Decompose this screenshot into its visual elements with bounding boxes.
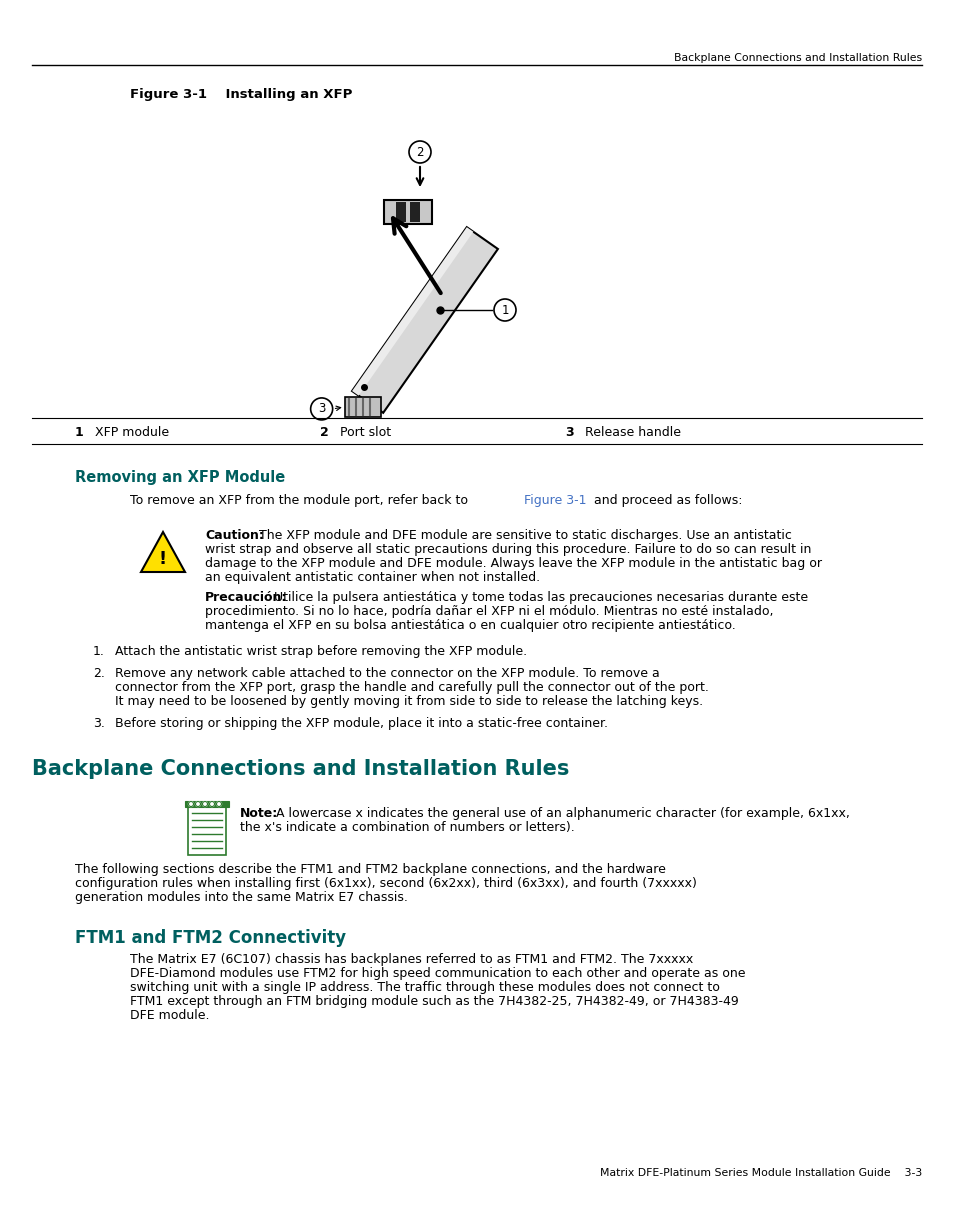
Circle shape xyxy=(210,802,214,807)
Text: DFE-Diamond modules use FTM2 for high speed communication to each other and oper: DFE-Diamond modules use FTM2 for high sp… xyxy=(130,967,744,980)
Text: Note:: Note: xyxy=(240,807,278,820)
Text: 1: 1 xyxy=(75,427,84,439)
FancyBboxPatch shape xyxy=(384,200,432,224)
Bar xyxy=(344,397,380,417)
Text: Before storing or shipping the XFP module, place it into a static-free container: Before storing or shipping the XFP modul… xyxy=(115,718,607,730)
Text: Caution:: Caution: xyxy=(205,529,264,541)
Text: wrist strap and observe all static precautions during this procedure. Failure to: wrist strap and observe all static preca… xyxy=(205,543,810,556)
Text: FTM1 except through an FTM bridging module such as the 7H4382-25, 7H4382-49, or : FTM1 except through an FTM bridging modu… xyxy=(130,995,738,1008)
Text: FTM1 and FTM2 Connectivity: FTM1 and FTM2 Connectivity xyxy=(75,929,346,947)
Text: Remove any network cable attached to the connector on the XFP module. To remove : Remove any network cable attached to the… xyxy=(115,667,659,680)
Text: generation modules into the same Matrix E7 chassis.: generation modules into the same Matrix … xyxy=(75,891,408,904)
Text: Matrix DFE-Platinum Series Module Installation Guide    3-3: Matrix DFE-Platinum Series Module Instal… xyxy=(599,1167,921,1178)
Text: damage to the XFP module and DFE module. Always leave the XFP module in the anti: damage to the XFP module and DFE module.… xyxy=(205,557,821,570)
Text: Port slot: Port slot xyxy=(339,427,391,439)
Text: mantenga el XFP en su bolsa antiestática o en cualquier otro recipiente antiestá: mantenga el XFP en su bolsa antiestática… xyxy=(205,619,735,632)
Text: 3.: 3. xyxy=(93,718,105,730)
Text: Backplane Connections and Installation Rules: Backplane Connections and Installation R… xyxy=(673,53,921,63)
Text: and proceed as follows:: and proceed as follows: xyxy=(589,494,741,507)
Circle shape xyxy=(195,802,200,807)
Text: The XFP module and DFE module are sensitive to static discharges. Use an antista: The XFP module and DFE module are sensit… xyxy=(254,529,791,541)
Text: Figure 3-1    Installing an XFP: Figure 3-1 Installing an XFP xyxy=(130,88,352,101)
Polygon shape xyxy=(352,227,497,412)
Bar xyxy=(185,801,229,807)
Text: 2: 2 xyxy=(319,427,329,439)
Text: Release handle: Release handle xyxy=(584,427,680,439)
Text: 1: 1 xyxy=(500,304,508,316)
Circle shape xyxy=(216,802,221,807)
Circle shape xyxy=(202,802,208,807)
Circle shape xyxy=(189,802,193,807)
Text: Figure 3-1: Figure 3-1 xyxy=(523,494,586,507)
Text: the x's indicate a combination of numbers or letters).: the x's indicate a combination of number… xyxy=(240,821,574,835)
Text: 3: 3 xyxy=(564,427,573,439)
Text: Precaución:: Precaución: xyxy=(205,591,287,604)
Text: To remove an XFP from the module port, refer back to: To remove an XFP from the module port, r… xyxy=(130,494,472,507)
Text: 3: 3 xyxy=(317,403,325,415)
Bar xyxy=(395,201,406,222)
Text: Removing an XFP Module: Removing an XFP Module xyxy=(75,470,285,485)
Text: switching unit with a single IP address. The traffic through these modules does : switching unit with a single IP address.… xyxy=(130,980,720,994)
Text: A lowercase x indicates the general use of an alphanumeric character (for exampl: A lowercase x indicates the general use … xyxy=(272,807,849,820)
Text: The following sections describe the FTM1 and FTM2 backplane connections, and the: The following sections describe the FTM1… xyxy=(75,863,665,876)
Text: Utilice la pulsera antiestática y tome todas las precauciones necesarias durante: Utilice la pulsera antiestática y tome t… xyxy=(270,591,807,604)
Polygon shape xyxy=(352,227,473,396)
Text: 1.: 1. xyxy=(93,645,105,658)
Text: It may need to be loosened by gently moving it from side to side to release the : It may need to be loosened by gently mov… xyxy=(115,695,702,708)
Text: configuration rules when installing first (6x1xx), second (6x2xx), third (6x3xx): configuration rules when installing firs… xyxy=(75,877,696,890)
Bar xyxy=(188,804,226,855)
Text: connector from the XFP port, grasp the handle and carefully pull the connector o: connector from the XFP port, grasp the h… xyxy=(115,681,708,693)
Text: !: ! xyxy=(159,550,167,568)
Text: 2: 2 xyxy=(416,146,423,158)
Text: an equivalent antistatic container when not installed.: an equivalent antistatic container when … xyxy=(205,570,539,584)
Bar xyxy=(410,201,419,222)
Text: DFE module.: DFE module. xyxy=(130,1009,210,1021)
Text: procedimiento. Si no lo hace, podría dañar el XFP ni el módulo. Mientras no esté: procedimiento. Si no lo hace, podría dañ… xyxy=(205,605,773,617)
Text: Backplane Connections and Installation Rules: Backplane Connections and Installation R… xyxy=(32,759,569,779)
Text: The Matrix E7 (6C107) chassis has backplanes referred to as FTM1 and FTM2. The 7: The Matrix E7 (6C107) chassis has backpl… xyxy=(130,953,693,966)
Text: 2.: 2. xyxy=(93,667,105,680)
Polygon shape xyxy=(141,532,185,572)
Text: Attach the antistatic wrist strap before removing the XFP module.: Attach the antistatic wrist strap before… xyxy=(115,645,527,658)
Text: XFP module: XFP module xyxy=(95,427,169,439)
